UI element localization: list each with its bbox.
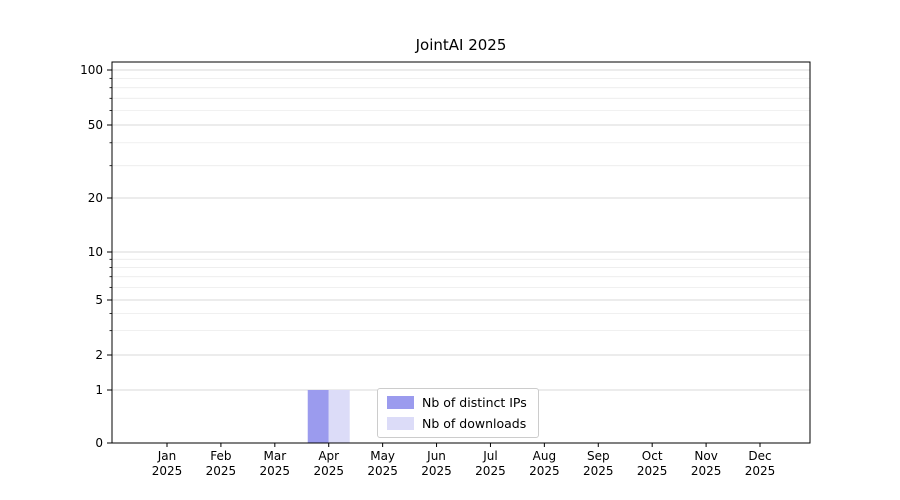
x-tick-label: Apr 2025 — [313, 449, 344, 478]
x-tick-label: Sep 2025 — [583, 449, 614, 478]
legend: Nb of distinct IPs Nb of downloads — [377, 388, 539, 438]
x-tick-label: Aug 2025 — [529, 449, 560, 478]
x-tick-label: Dec 2025 — [745, 449, 776, 478]
legend-item-distinct-ips: Nb of distinct IPs — [387, 395, 527, 410]
chart-title: JointAI 2025 — [415, 36, 507, 54]
y-tick-label: 2 — [95, 348, 103, 362]
y-tick-label: 50 — [88, 118, 103, 132]
plot-border — [111, 61, 811, 444]
x-tick-label: Oct 2025 — [637, 449, 668, 478]
y-tick-label: 100 — [80, 63, 103, 77]
legend-label-downloads: Nb of downloads — [422, 416, 527, 431]
legend-item-downloads: Nb of downloads — [387, 416, 527, 431]
x-tick-label: Jul 2025 — [475, 449, 506, 478]
x-tick-label: Mar 2025 — [260, 449, 291, 478]
y-tick-label: 10 — [88, 245, 103, 259]
legend-swatch-distinct-ips — [387, 396, 414, 409]
x-tick-label: Feb 2025 — [206, 449, 237, 478]
x-tick-label: Nov 2025 — [691, 449, 722, 478]
y-tick-label: 5 — [95, 293, 103, 307]
x-tick-label: Jan 2025 — [152, 449, 183, 478]
y-tick-label: 0 — [95, 436, 103, 450]
legend-label-distinct-ips: Nb of distinct IPs — [422, 395, 527, 410]
x-tick-label: Jun 2025 — [421, 449, 452, 478]
bar-nb-of-distinct-ips-apr — [307, 390, 329, 443]
bar-nb-of-downloads-apr — [328, 390, 350, 443]
legend-swatch-downloads — [387, 417, 414, 430]
x-tick-label: May 2025 — [367, 449, 398, 478]
y-tick-label: 1 — [95, 383, 103, 397]
y-tick-label: 20 — [88, 191, 103, 205]
